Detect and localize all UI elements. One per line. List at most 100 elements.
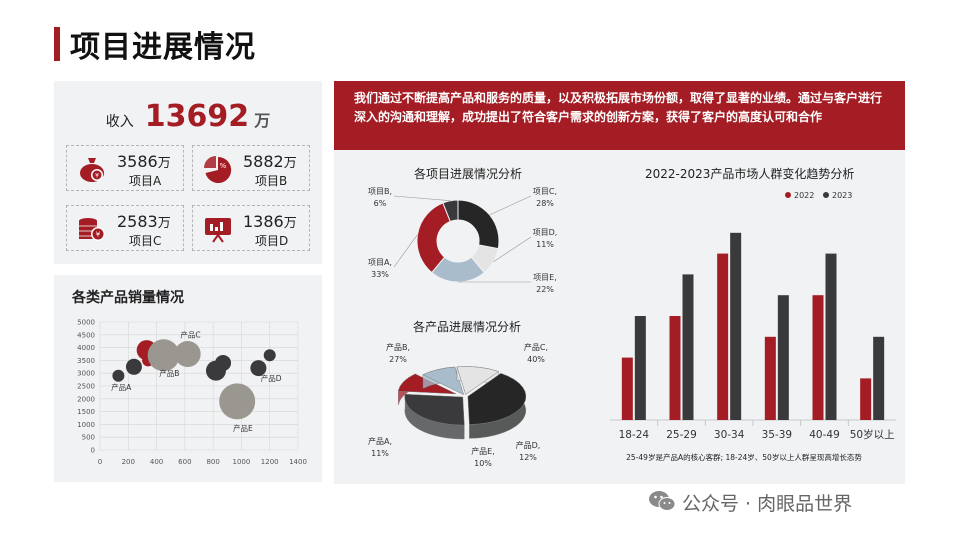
pie3d-slice bbox=[456, 366, 500, 395]
pie3d-slice bbox=[404, 393, 465, 426]
slice-label: 项目E, bbox=[533, 273, 557, 282]
bubble-point bbox=[263, 349, 276, 362]
bubble-point bbox=[147, 339, 180, 372]
y-tick-label: 4500 bbox=[77, 331, 95, 339]
income-card-b: % 5882万 项目B bbox=[192, 145, 310, 191]
x-tick-label: 35-39 bbox=[762, 429, 793, 441]
slice-label: 产品A, bbox=[368, 436, 392, 446]
pie3d-slice bbox=[467, 373, 527, 425]
money-bag-icon: ¥ bbox=[80, 158, 104, 182]
bar bbox=[812, 295, 824, 420]
slice-value: 6% bbox=[374, 199, 387, 208]
card-name: 项目B bbox=[255, 174, 288, 188]
income-total: 收入 13692 万 bbox=[54, 99, 322, 134]
x-tick-label: 800 bbox=[206, 458, 219, 466]
x-tick-label: 1400 bbox=[289, 458, 307, 466]
y-tick-label: 2500 bbox=[77, 383, 95, 391]
bubble-label: 产品E bbox=[233, 423, 253, 433]
y-tick-label: 0 bbox=[91, 447, 95, 455]
bubble-point bbox=[125, 358, 142, 375]
income-label: 收入 bbox=[105, 114, 134, 130]
card-value: 1386万 bbox=[243, 212, 297, 231]
svg-text:%: % bbox=[220, 162, 227, 170]
svg-text:¥: ¥ bbox=[95, 173, 99, 180]
y-tick-label: 2000 bbox=[77, 395, 95, 403]
slice-label: 产品E, bbox=[471, 446, 495, 456]
card-value: 3586万 bbox=[117, 152, 171, 171]
bubble-point bbox=[215, 354, 232, 371]
card-name: 项目A bbox=[129, 174, 162, 188]
bar bbox=[730, 232, 742, 420]
bar bbox=[621, 357, 633, 420]
bubble-point bbox=[219, 383, 256, 420]
income-panel: 收入 13692 万 ¥ 3586万 项目A % 5882万 项目B bbox=[54, 81, 322, 264]
bar bbox=[764, 336, 776, 420]
x-tick-label: 400 bbox=[150, 458, 163, 466]
page-title: 项目进展情况 bbox=[70, 30, 256, 65]
slice-value: 12% bbox=[519, 453, 537, 462]
y-tick-label: 500 bbox=[82, 434, 95, 442]
leader-line bbox=[393, 234, 418, 268]
bubble-point bbox=[174, 341, 201, 367]
slice-label: 产品D, bbox=[516, 440, 541, 450]
slice-value: 11% bbox=[371, 449, 389, 458]
wechat-icon bbox=[649, 491, 676, 511]
y-tick-label: 3500 bbox=[77, 357, 95, 365]
pie-percent-icon: % bbox=[204, 156, 232, 183]
slice-value: 10% bbox=[474, 459, 492, 468]
y-tick-label: 1000 bbox=[77, 421, 95, 429]
leader-line bbox=[489, 195, 532, 216]
card-name: 项目D bbox=[255, 234, 289, 248]
bubble-point bbox=[112, 369, 125, 382]
bar-chart-note: 25-49岁是产品A的核心客群; 18-24岁、50岁以上人群呈现高增长态势 bbox=[626, 452, 862, 462]
pie3d-slice bbox=[422, 366, 465, 396]
card-name: 项目C bbox=[129, 234, 162, 248]
income-value: 13692 bbox=[144, 99, 250, 134]
legend-label: 2023 bbox=[832, 191, 852, 200]
bubble-label: 产品A bbox=[111, 382, 132, 392]
slice-label: 项目D, bbox=[533, 228, 558, 237]
slice-value: 33% bbox=[371, 270, 389, 279]
slice-label: 项目C, bbox=[533, 187, 557, 196]
legend-marker bbox=[823, 192, 829, 198]
bubble-chart: 0500100015002000250030003500400045005000… bbox=[77, 319, 307, 467]
x-tick-label: 1000 bbox=[233, 458, 251, 466]
x-tick-label: 25-29 bbox=[666, 429, 697, 441]
bubble-label: 产品B bbox=[159, 368, 179, 378]
income-card-d: 1386万 项目D bbox=[192, 205, 310, 251]
donut-chart: 项目A, 33% 项目B, 6% 项目C, 28% 项目D, 11% 项目E, 22% bbox=[368, 187, 558, 294]
bar bbox=[669, 316, 681, 420]
x-tick-label: 18-24 bbox=[619, 429, 650, 441]
bar bbox=[717, 253, 729, 420]
bar bbox=[777, 295, 789, 420]
slice-label: 产品C, bbox=[524, 342, 548, 352]
slice-value: 11% bbox=[536, 240, 554, 249]
bar bbox=[682, 274, 694, 420]
x-tick-label: 50岁以上 bbox=[850, 428, 895, 441]
bar bbox=[825, 253, 837, 420]
summary-banner: 我们通过不断提高产品和服务的质量，以及积极拓展市场份额，取得了显著的业绩。通过与… bbox=[334, 81, 905, 152]
svg-text:¥: ¥ bbox=[96, 231, 101, 239]
slice-label: 产品B, bbox=[386, 342, 410, 352]
x-tick-label: 600 bbox=[178, 458, 191, 466]
slice-value: 40% bbox=[527, 355, 545, 364]
bar bbox=[873, 336, 885, 420]
x-tick-label: 1200 bbox=[261, 458, 279, 466]
card-value: 2583万 bbox=[117, 212, 171, 231]
donut-slice bbox=[457, 199, 500, 250]
slice-label: 项目A, bbox=[368, 258, 392, 267]
x-tick-label: 0 bbox=[98, 458, 102, 466]
legend-marker bbox=[785, 192, 791, 198]
slice-value: 28% bbox=[536, 199, 554, 208]
bubble-chart-title: 各类产品销量情况 bbox=[72, 290, 184, 306]
slice-value: 22% bbox=[536, 285, 554, 294]
x-tick-label: 200 bbox=[122, 458, 135, 466]
watermark-text: 公众号 · 肉眼品世界 bbox=[682, 493, 853, 515]
pie3d-chart-title: 各产品进展情况分析 bbox=[413, 320, 522, 334]
presentation-chart-icon bbox=[205, 218, 231, 243]
bubble-chart-panel bbox=[54, 275, 322, 482]
bar bbox=[634, 316, 646, 420]
legend-label: 2022 bbox=[794, 191, 814, 200]
bubble-label: 产品C bbox=[180, 329, 200, 339]
x-tick-label: 40-49 bbox=[809, 429, 840, 441]
